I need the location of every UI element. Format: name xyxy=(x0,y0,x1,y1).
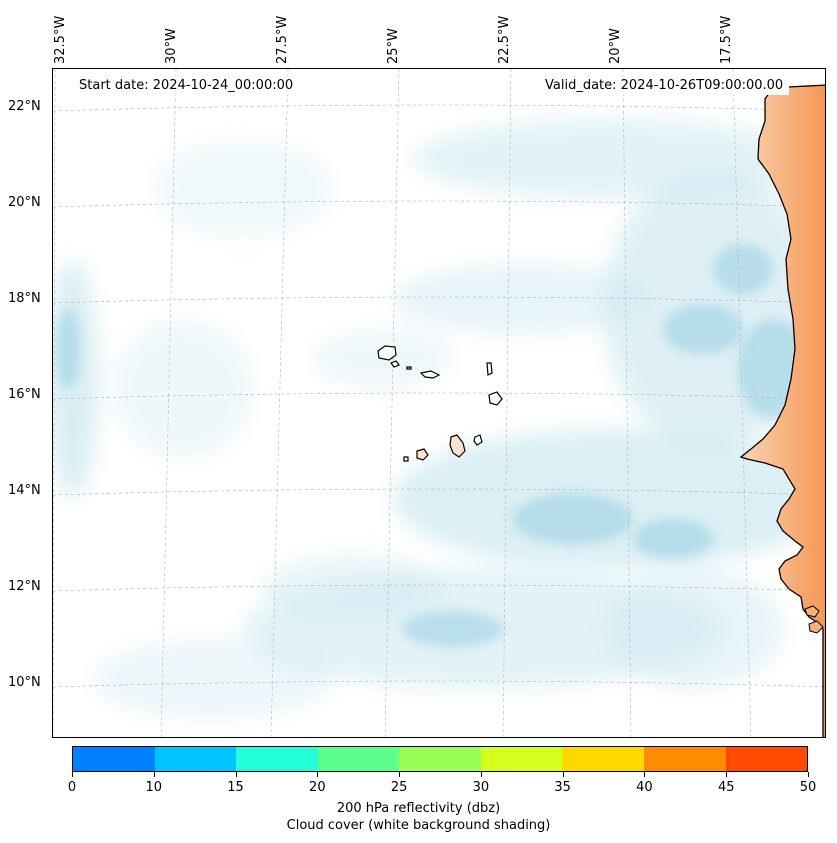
maio-island xyxy=(473,434,483,446)
colorbar-tick-label: 35 xyxy=(554,780,571,795)
santa-luzia-island xyxy=(406,366,412,370)
colorbar-tick-label: 45 xyxy=(717,780,735,795)
start-date-label: Start date: 2024-10-24_00:00:00 xyxy=(73,76,300,95)
sao-nicolau-island xyxy=(419,370,441,379)
latitude-label: 16°N xyxy=(8,387,41,402)
sao-vicente-island xyxy=(390,360,400,368)
bijagos-island xyxy=(804,605,820,618)
colorbar-tick xyxy=(235,772,237,777)
latitude-label: 10°N xyxy=(8,675,41,690)
colorbar-tick xyxy=(726,772,728,777)
colorbar-segment xyxy=(73,747,155,771)
colorbar-segment xyxy=(236,747,318,771)
colorbar-tick xyxy=(317,772,319,777)
colorbar-tick-label: 15 xyxy=(227,780,244,795)
cape-verde-islands xyxy=(377,345,503,462)
map-canvas xyxy=(53,69,825,737)
colorbar-tick-label: 25 xyxy=(390,780,408,795)
longitude-label: 22.5°W xyxy=(497,15,512,64)
longitude-label: 17.5°W xyxy=(719,15,734,64)
santiago-island xyxy=(449,434,466,458)
graticule xyxy=(53,69,825,737)
colorbar-segment xyxy=(154,747,237,771)
longitude-label: 32.5°W xyxy=(53,15,68,64)
colorbar xyxy=(72,746,808,772)
colorbar-segment xyxy=(562,747,644,771)
longitude-label: 27.5°W xyxy=(275,15,290,64)
colorbar-tick xyxy=(153,772,155,777)
longitude-label: 25°W xyxy=(386,28,401,64)
colorbar-sublabel: Cloud cover (white background shading) xyxy=(286,818,551,833)
latitude-label: 18°N xyxy=(8,291,41,306)
colorbar-tick-label: 30 xyxy=(472,780,490,795)
sal-island xyxy=(486,362,493,376)
fogo-island xyxy=(416,448,429,461)
colorbar-tick-label: 0 xyxy=(67,780,77,795)
colorbar-tick xyxy=(72,772,73,777)
latitude-label: 12°N xyxy=(8,579,41,594)
colorbar-segment xyxy=(643,747,726,771)
latitude-label: 20°N xyxy=(8,195,41,210)
colorbar-segment xyxy=(317,747,400,771)
longitude-label: 20°W xyxy=(608,28,623,64)
colorbar-tick xyxy=(399,772,401,777)
latitude-label: 22°N xyxy=(8,99,41,114)
colorbar-tick xyxy=(808,772,809,777)
map-panel xyxy=(52,68,826,738)
colorbar-tick-label: 10 xyxy=(145,780,163,795)
colorbar-segment xyxy=(725,747,808,771)
boa-vista-island xyxy=(488,391,503,406)
longitude-label: 30°W xyxy=(164,28,179,64)
colorbar-tick-label: 50 xyxy=(799,780,817,795)
colorbar-segment xyxy=(399,747,481,771)
brava-island xyxy=(403,456,409,462)
santo-antao-island xyxy=(377,345,397,361)
latitude-label: 14°N xyxy=(8,483,41,498)
colorbar-segment xyxy=(480,747,563,771)
colorbar-tick-label: 40 xyxy=(636,780,653,795)
colorbar-tick xyxy=(644,772,646,777)
colorbar-tick xyxy=(480,772,482,777)
valid-date-label: Valid_date: 2024-10-26T09:00:00.00 xyxy=(539,76,790,95)
bijagos-island xyxy=(808,620,824,634)
colorbar-tick xyxy=(562,772,564,777)
colorbar-label: 200 hPa reflectivity (dbz) xyxy=(336,801,501,816)
colorbar-tick-label: 20 xyxy=(309,780,326,795)
